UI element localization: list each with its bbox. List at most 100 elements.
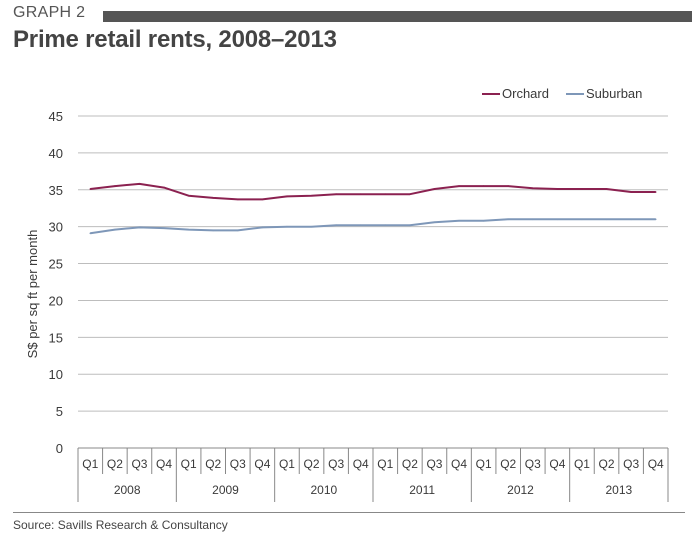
data-point-suburban [212, 229, 215, 232]
header-rule [103, 11, 692, 22]
series-line-orchard [90, 182, 656, 201]
year-label: 2013 [605, 483, 632, 497]
x-tick-label: Q4 [451, 457, 467, 471]
x-tick-label: Q1 [181, 457, 197, 471]
data-point-orchard [261, 198, 264, 201]
data-point-orchard [310, 194, 313, 197]
x-tick-label: Q2 [599, 457, 615, 471]
data-point-orchard [187, 194, 190, 197]
chart-header: GRAPH 2 Prime retail rents, 2008–2013 [13, 4, 692, 64]
data-point-orchard [507, 185, 510, 187]
data-point-orchard [335, 193, 337, 196]
data-point-suburban [409, 224, 411, 226]
y-tick-label: 5 [56, 404, 63, 419]
data-point-suburban [482, 219, 485, 222]
series-lines [89, 182, 657, 235]
y-tick-label: 30 [49, 220, 63, 235]
y-tick-label: 10 [49, 367, 63, 382]
data-point-suburban [359, 224, 362, 226]
x-tick-label: Q1 [279, 457, 295, 471]
x-tick-label: Q3 [328, 457, 344, 471]
data-point-orchard [630, 191, 632, 193]
legend-label-suburban: Suburban [586, 86, 642, 101]
data-point-suburban [163, 227, 165, 229]
data-point-suburban [605, 218, 608, 221]
legend: Orchard Suburban [482, 86, 642, 101]
source-note: Source: Savills Research & Consultancy [13, 518, 228, 532]
x-tick-label: Q1 [82, 457, 98, 471]
x-tick-label: Q2 [107, 457, 123, 471]
x-tick-label: Q3 [623, 457, 639, 471]
data-point-suburban [187, 228, 190, 231]
x-tick-label: Q4 [549, 457, 565, 471]
data-point-orchard [212, 197, 215, 199]
year-label: 2011 [409, 483, 435, 497]
y-tick-label: 45 [49, 109, 63, 124]
data-point-orchard [531, 187, 534, 190]
data-point-orchard [654, 191, 657, 193]
year-label: 2010 [310, 483, 337, 497]
data-point-orchard [138, 183, 141, 185]
data-point-orchard [605, 188, 608, 190]
y-tick-label: 20 [49, 293, 63, 308]
data-point-orchard [236, 198, 239, 201]
gridlines [78, 115, 668, 412]
y-tick-label: 40 [49, 146, 63, 161]
y-tick-label: 35 [49, 183, 63, 198]
graph-label: GRAPH 2 [13, 4, 86, 21]
data-point-suburban [114, 228, 116, 231]
y-tick-label: 15 [49, 330, 63, 345]
data-point-orchard [114, 185, 116, 187]
data-point-suburban [89, 232, 92, 235]
series-line-suburban [90, 218, 656, 235]
chart-title: Prime retail rents, 2008–2013 [13, 26, 337, 53]
y-tick-label: 0 [56, 441, 63, 456]
x-tick-label: Q4 [156, 457, 172, 471]
x-tick-label: Q2 [500, 457, 516, 471]
data-point-orchard [433, 188, 436, 190]
data-point-suburban [335, 224, 337, 226]
data-point-suburban [507, 218, 510, 221]
data-point-suburban [581, 218, 583, 221]
x-tick-label: Q3 [131, 457, 147, 471]
x-tick-label: Q2 [304, 457, 320, 471]
data-point-orchard [409, 193, 411, 196]
y-tick-label: 25 [49, 257, 63, 272]
data-point-orchard [556, 188, 559, 190]
x-tick-label: Q3 [525, 457, 541, 471]
x-tick-label: Q4 [648, 457, 664, 471]
data-point-suburban [556, 218, 559, 221]
year-label: 2012 [507, 483, 534, 497]
x-tick-label: Q1 [476, 457, 492, 471]
year-label: 2009 [212, 483, 239, 497]
x-axis: Q1 Q2 Q3 Q4 Q1 Q2 Q3 Q4 Q1 Q2 Q3 Q4 Q1 Q2 Q3 Q4 Q1 Q2 Q3 Q4… [77, 447, 669, 502]
x-tick-label: Q1 [574, 457, 590, 471]
y-axis-ticks: 0 5 10 15 20 25 30 35 40 45 [49, 109, 63, 456]
year-label: 2008 [114, 483, 141, 497]
data-point-orchard [163, 186, 165, 189]
data-point-orchard [458, 185, 460, 187]
data-point-suburban [630, 218, 632, 221]
data-point-orchard [89, 188, 92, 190]
data-point-suburban [384, 224, 387, 226]
data-point-orchard [286, 195, 288, 198]
data-point-suburban [138, 226, 141, 229]
x-tick-label: Q3 [426, 457, 442, 471]
x-tick-label: Q2 [205, 457, 221, 471]
data-point-suburban [310, 225, 313, 228]
data-point-suburban [458, 219, 460, 222]
data-point-orchard [359, 193, 362, 196]
data-point-orchard [482, 185, 485, 187]
legend-label-orchard: Orchard [502, 86, 549, 101]
x-tick-label: Q2 [402, 457, 418, 471]
data-point-suburban [286, 225, 288, 228]
source-rule [13, 512, 685, 513]
y-axis-label: S$ per sq ft per month [25, 230, 40, 359]
data-point-suburban [654, 218, 657, 221]
x-tick-label: Q4 [254, 457, 270, 471]
data-point-suburban [261, 226, 264, 229]
x-tick-label: Q4 [353, 457, 369, 471]
data-point-orchard [581, 188, 583, 190]
x-tick-label: Q3 [230, 457, 246, 471]
